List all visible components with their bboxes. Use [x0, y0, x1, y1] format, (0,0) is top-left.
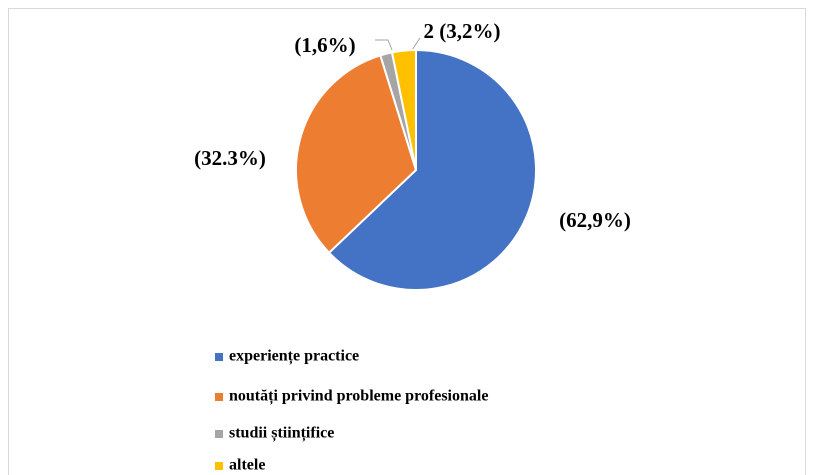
pie-slice	[295, 54, 418, 255]
data-label: 2 (3,2%)	[424, 19, 501, 43]
pie-slice	[390, 48, 417, 171]
legend-label: noutăți privind probleme profesionale	[229, 388, 488, 406]
leader-line	[411, 37, 421, 51]
pie-slice	[327, 48, 537, 291]
legend-swatch	[215, 430, 223, 438]
legend-swatch	[215, 353, 223, 361]
data-label: (62,9%)	[559, 208, 631, 232]
data-label: (1,6%)	[294, 33, 355, 57]
data-label: (32.3%)	[194, 146, 266, 170]
legend-swatch	[215, 462, 223, 470]
legend-label: studii științifice	[229, 425, 334, 443]
leader-line	[375, 39, 393, 51]
legend-label: experiențe practice	[229, 348, 359, 366]
legend-swatch	[215, 393, 223, 401]
legend-label: altele	[229, 457, 265, 474]
